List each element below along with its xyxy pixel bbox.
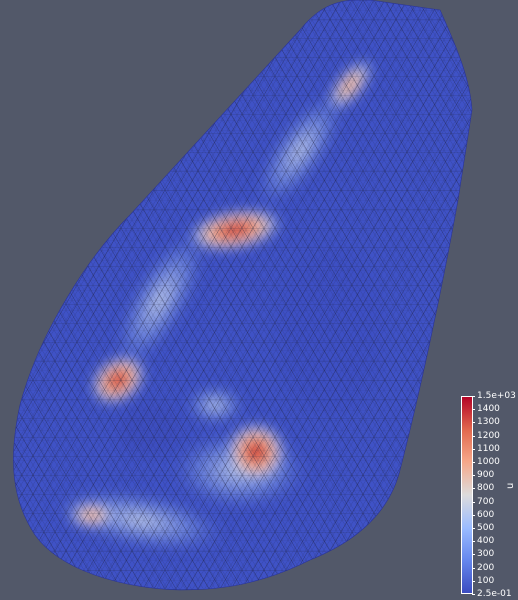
colorbar [461,396,473,594]
colorbar-tick-mark [472,396,475,397]
colorbar-tick-mark [472,462,475,463]
colorbar-tick-mark [472,488,475,490]
colorbar-tick-mark [472,409,475,411]
colorbar-tick-mark [472,594,475,595]
colorbar-tick-label: 300 [477,549,495,560]
colorbar-tick-mark [472,580,475,582]
colorbar-tick-label: 1300 [477,417,500,428]
colorbar-tick-mark [472,448,475,450]
colorbar-tick-mark [472,475,475,477]
colorbar-tick-mark [472,501,475,503]
colorbar-tick-label: 1200 [477,430,500,441]
colorbar-title: u [505,482,516,489]
colorbar-tick-label: 1400 [477,404,500,415]
colorbar-tick-mark [472,554,475,556]
colorbar-tick-mark [472,541,475,543]
colorbar-min-label: 2.5e-01 [477,589,512,599]
colorbar-tick-label: 100 [477,575,495,586]
colorbar-tick-mark [472,528,475,530]
colorbar-tick-label: 1100 [477,443,500,454]
colorbar-tick-label: 500 [477,523,495,534]
colorbar-tick-mark [472,514,475,516]
colorbar-tick-mark [472,435,475,437]
colorbar-tick-label: 1000 [477,457,500,467]
colorbar-tick-label: 900 [477,470,495,481]
colorbar-tick-label: 200 [477,562,495,573]
colorbar-max-label: 1.5e+03 [477,391,516,401]
colorbar-tick-label: 700 [477,496,495,507]
colorbar-tick-label: 800 [477,483,495,494]
domain-outline [13,0,473,591]
colorbar-tick-label: 400 [477,536,495,547]
colorbar-tick-label: 600 [477,509,495,520]
colorbar-tick-mark [472,422,475,424]
colorbar-tick-mark [472,567,475,569]
